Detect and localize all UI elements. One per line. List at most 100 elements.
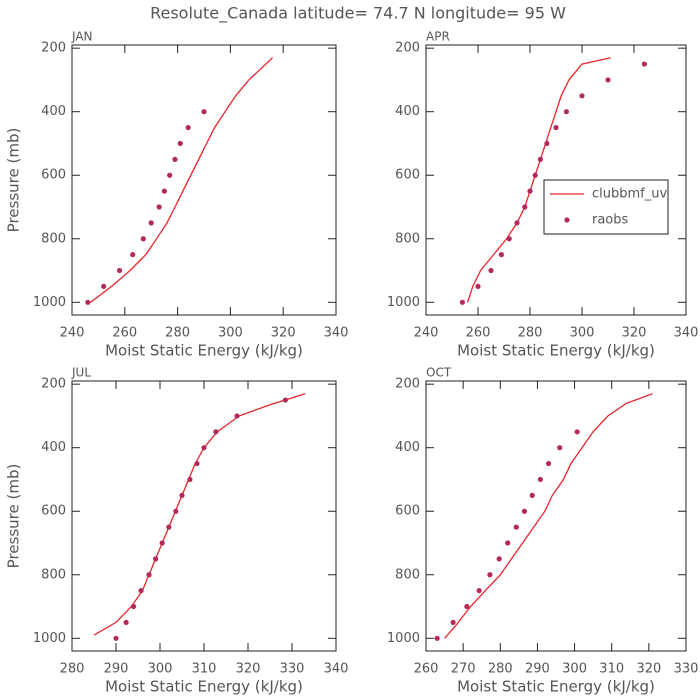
data-point (156, 204, 162, 210)
data-point (85, 299, 91, 305)
data-point (527, 188, 533, 194)
y-tick-label: 400 (41, 104, 66, 119)
series-line (90, 57, 274, 303)
x-tick-label: 340 (324, 326, 349, 341)
data-point (201, 445, 207, 451)
x-tick-label: 310 (192, 662, 217, 677)
y-tick-label: 600 (41, 168, 66, 183)
y-tick-label: 800 (41, 567, 66, 582)
data-point (450, 619, 456, 626)
data-point (641, 61, 648, 67)
data-point (544, 140, 550, 147)
x-tick-label: 320 (236, 662, 261, 677)
x-axis-label: Moist Static Energy (kJ/kg) (457, 342, 655, 360)
plot-frame (425, 380, 687, 652)
x-tick-label: 280 (165, 326, 190, 341)
data-point (522, 204, 528, 210)
data-point (185, 124, 191, 131)
data-point (506, 236, 512, 242)
x-tick-label: 280 (60, 662, 85, 677)
x-axis-label: Moist Static Energy (kJ/kg) (457, 678, 655, 696)
y-tick-label: 600 (41, 504, 66, 519)
data-point (177, 140, 183, 147)
y-tick-label: 1000 (33, 295, 66, 310)
data-point (563, 109, 570, 115)
data-point (194, 460, 200, 467)
x-tick-label: 300 (148, 662, 173, 677)
data-point (521, 508, 528, 514)
panel-title: JAN (71, 30, 93, 44)
data-point (213, 429, 219, 435)
x-axis-label: Moist Static Energy (kJ/kg) (105, 342, 303, 360)
data-point (537, 156, 544, 162)
x-tick-label: 330 (674, 662, 699, 677)
y-tick-label: 200 (41, 377, 66, 392)
y-tick-label: 400 (395, 104, 420, 119)
data-point (475, 283, 481, 290)
data-point (579, 93, 585, 99)
x-axis-label: Moist Static Energy (kJ/kg) (105, 678, 303, 696)
data-point (131, 603, 137, 610)
data-point (488, 267, 494, 274)
x-tick-label: 280 (518, 326, 543, 341)
y-tick-label: 400 (395, 440, 420, 455)
x-tick-label: 310 (599, 662, 624, 677)
x-tick-label: 340 (324, 662, 349, 677)
data-point (187, 476, 193, 483)
plot-frame (71, 44, 337, 316)
data-point (496, 556, 502, 562)
data-point (167, 172, 173, 178)
x-tick-label: 260 (414, 662, 439, 677)
panel-title: APR (426, 30, 450, 44)
data-point (605, 77, 611, 83)
page-title: Resolute_Canada latitude= 74.7 N longitu… (150, 4, 566, 24)
data-point (159, 540, 165, 546)
data-point (101, 283, 107, 290)
panel-title: JUL (71, 366, 91, 380)
x-tick-label: 280 (488, 662, 513, 677)
y-tick-label: 400 (41, 440, 66, 455)
data-point (179, 492, 185, 498)
data-point (138, 588, 144, 594)
data-point (498, 252, 504, 258)
data-point (487, 572, 493, 578)
data-point (130, 252, 136, 258)
data-point (172, 156, 178, 162)
x-tick-label: 300 (570, 326, 595, 341)
data-point (459, 299, 465, 305)
y-tick-label: 1000 (387, 295, 420, 310)
data-point (514, 220, 520, 226)
series-line (93, 393, 306, 636)
data-point (476, 588, 482, 594)
y-tick-label: 200 (395, 377, 420, 392)
x-tick-label: 330 (280, 662, 305, 677)
y-tick-label: 600 (395, 168, 420, 183)
data-point (553, 124, 559, 131)
x-tick-label: 290 (104, 662, 129, 677)
x-tick-label: 340 (674, 326, 699, 341)
x-tick-label: 320 (636, 662, 661, 677)
data-point (123, 619, 129, 626)
y-tick-label: 200 (395, 41, 420, 56)
data-point (537, 476, 544, 483)
data-point (434, 635, 440, 641)
y-tick-label: 1000 (387, 631, 420, 646)
data-point (505, 540, 511, 546)
y-axis-label: Pressure (mb) (5, 128, 23, 233)
x-tick-label: 240 (414, 326, 439, 341)
x-tick-label: 240 (60, 326, 85, 341)
data-point (532, 172, 538, 178)
x-tick-label: 300 (218, 326, 243, 341)
data-point (113, 635, 119, 641)
data-point (173, 508, 179, 514)
data-point (201, 109, 207, 115)
x-tick-label: 320 (271, 326, 296, 341)
data-point (529, 492, 535, 498)
legend-label: raobs (592, 213, 629, 228)
x-tick-label: 260 (466, 326, 491, 341)
legend-label: clubbmf_uv (592, 187, 667, 202)
data-point (513, 524, 519, 530)
y-tick-label: 200 (41, 41, 66, 56)
data-point (146, 572, 152, 578)
